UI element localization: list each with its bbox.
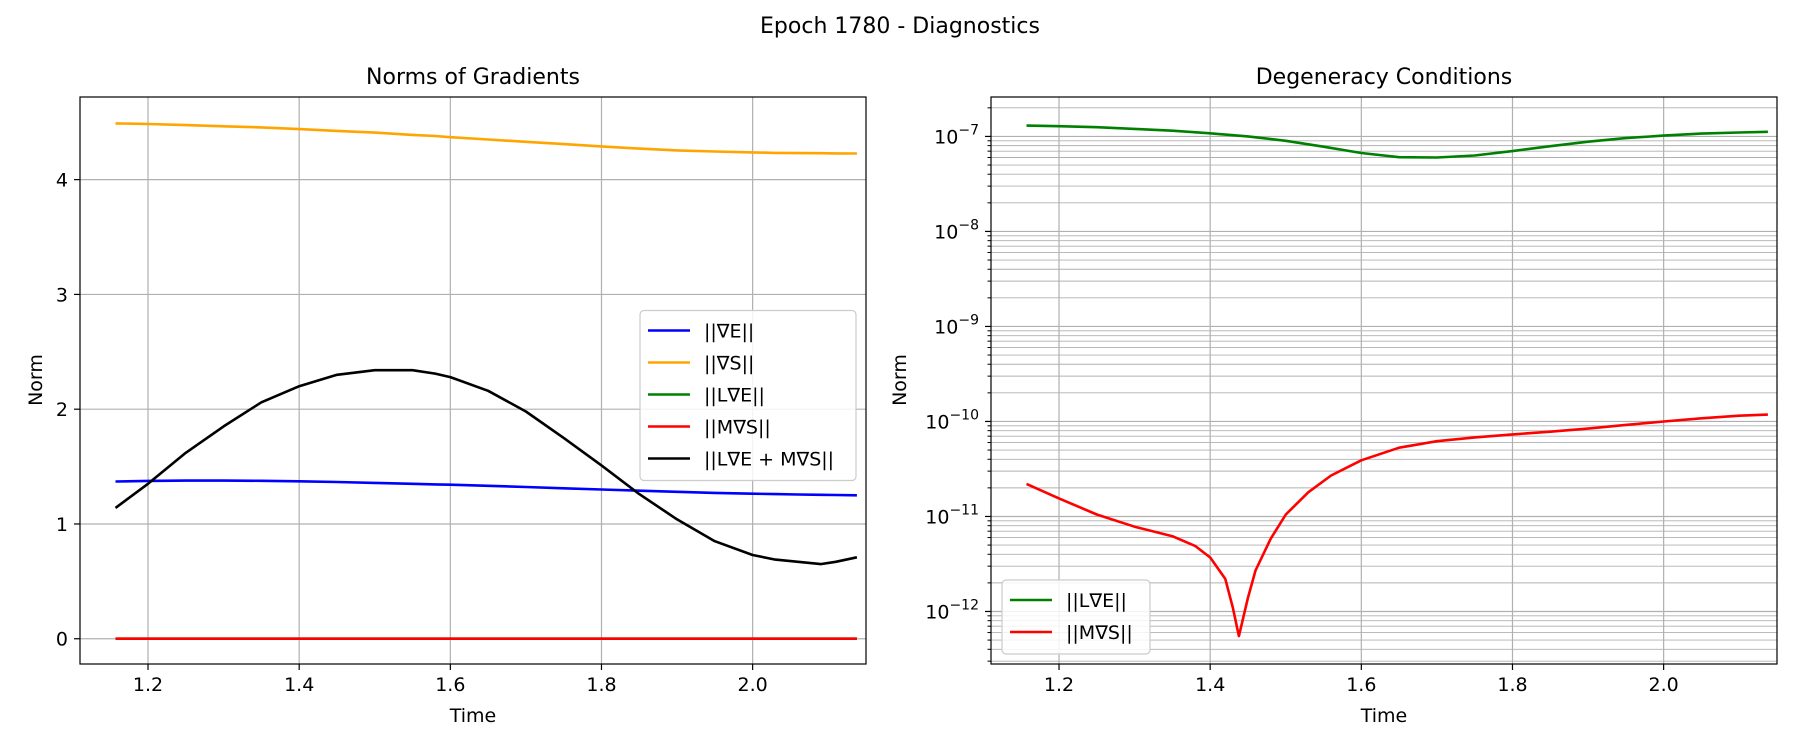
x-tick-label: 1.4 — [284, 674, 314, 696]
chart-title: Degeneracy Conditions — [1256, 65, 1513, 90]
x-axis-label: Time — [449, 705, 497, 727]
axes-frame — [79, 96, 867, 665]
x-tick-label: 1.6 — [435, 674, 465, 696]
series-lines — [1025, 124, 1768, 638]
y-tick-label: 4 — [56, 170, 68, 192]
legend-label: ||M∇S|| — [704, 417, 771, 439]
x-axis-ticks: 1.2 1.4 1.6 1.8 2.0 — [1044, 664, 1679, 696]
chart-title: Norms of Gradients — [366, 65, 580, 90]
x-axis-ticks: 1.2 1.4 1.6 1.8 2.0 — [133, 664, 768, 696]
y-axis-label: Norm — [25, 354, 47, 406]
y-tick-label: 1 — [56, 514, 68, 536]
x-tick-label: 1.6 — [1346, 674, 1376, 696]
x-tick-label: 2.0 — [738, 674, 768, 696]
legend-label: ||L∇E|| — [1066, 590, 1127, 612]
x-axis-label: Time — [1360, 705, 1408, 727]
y-tick-label: 2 — [56, 399, 68, 421]
series-line-l-e-m-s — [114, 368, 858, 566]
legend: ||L∇E|| ||M∇S|| — [1001, 579, 1151, 655]
series-line-m-s — [1025, 413, 1768, 638]
figure-suptitle: Epoch 1780 - Diagnostics — [760, 14, 1040, 39]
panel-norms-of-gradients: Norms of Gradients 1.2 1.4 1.6 1.8 2.0 0 1 2 3 4… — [25, 65, 867, 727]
series-lines — [114, 122, 858, 641]
x-tick-label: 1.2 — [133, 674, 163, 696]
legend: ||∇E|| ||∇S|| ||L∇E|| ||M∇S|| ||L∇E + M∇S|| — [639, 309, 857, 482]
legend-box — [639, 309, 857, 482]
legend-label: ||L∇E + M∇S|| — [704, 449, 834, 471]
x-tick-label: 1.8 — [586, 674, 616, 696]
x-tick-label: 1.2 — [1044, 674, 1074, 696]
axes-frame — [990, 96, 1778, 665]
x-tick-label: 1.8 — [1497, 674, 1527, 696]
legend-label: ||∇S|| — [704, 353, 754, 375]
x-tick-label: 1.4 — [1195, 674, 1225, 696]
y-axis-ticks: 0 1 2 3 4 — [56, 170, 80, 651]
legend-label: ||L∇E|| — [704, 385, 765, 407]
series-line-e — [115, 479, 857, 497]
y-tick-label: 3 — [56, 284, 68, 306]
y-tick-label: 0 — [56, 629, 68, 651]
legend-label: ||M∇S|| — [1066, 622, 1133, 644]
y-tick-label: 10−9 — [934, 312, 979, 338]
panel-degeneracy-conditions: Degeneracy Conditions 1.2 1.4 1.6 1.8 2.0 10… — [889, 65, 1778, 727]
y-axis-label: Norm — [889, 354, 911, 406]
series-line-l-e — [1026, 124, 1768, 159]
legend-box — [1001, 579, 1151, 655]
series-line-s — [115, 122, 857, 155]
grid-lines — [991, 97, 1777, 664]
x-tick-label: 2.0 — [1649, 674, 1679, 696]
legend-label: ||∇E|| — [704, 321, 754, 343]
